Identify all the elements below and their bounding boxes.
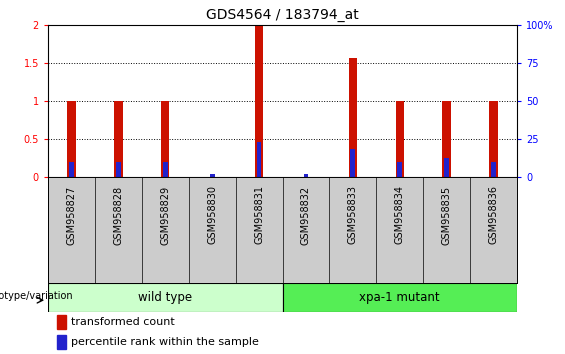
Bar — [114, 101, 123, 177]
Text: GSM958835: GSM958835 — [442, 185, 451, 245]
Bar — [397, 162, 402, 177]
Text: GSM958830: GSM958830 — [207, 185, 217, 245]
Bar — [349, 57, 357, 177]
Text: transformed count: transformed count — [71, 317, 174, 327]
Text: wild type: wild type — [138, 291, 192, 304]
Bar — [257, 142, 262, 177]
Bar — [69, 162, 74, 177]
Bar — [489, 101, 498, 177]
Bar — [396, 101, 404, 177]
Text: xpa-1 mutant: xpa-1 mutant — [359, 291, 440, 304]
Bar — [303, 174, 308, 177]
Bar — [48, 283, 282, 312]
Title: GDS4564 / 183794_at: GDS4564 / 183794_at — [206, 8, 359, 22]
Text: GSM958832: GSM958832 — [301, 185, 311, 245]
Text: GSM958831: GSM958831 — [254, 185, 264, 245]
Text: GSM958836: GSM958836 — [489, 185, 498, 245]
Text: GSM958833: GSM958833 — [348, 185, 358, 245]
Bar — [163, 162, 168, 177]
Text: GSM958828: GSM958828 — [114, 185, 123, 245]
Bar — [58, 315, 66, 329]
Bar — [116, 162, 121, 177]
Bar — [210, 174, 215, 177]
Bar — [282, 283, 517, 312]
Bar — [444, 158, 449, 177]
Bar — [67, 101, 76, 177]
Bar — [350, 149, 355, 177]
Bar — [491, 162, 496, 177]
Bar — [58, 335, 66, 348]
Text: GSM958829: GSM958829 — [160, 185, 170, 245]
Bar — [161, 101, 169, 177]
Text: percentile rank within the sample: percentile rank within the sample — [71, 337, 258, 347]
Text: GSM958834: GSM958834 — [395, 185, 405, 245]
Text: genotype/variation: genotype/variation — [0, 291, 73, 301]
Bar — [255, 25, 263, 177]
Bar — [442, 101, 451, 177]
Text: GSM958827: GSM958827 — [67, 185, 76, 245]
